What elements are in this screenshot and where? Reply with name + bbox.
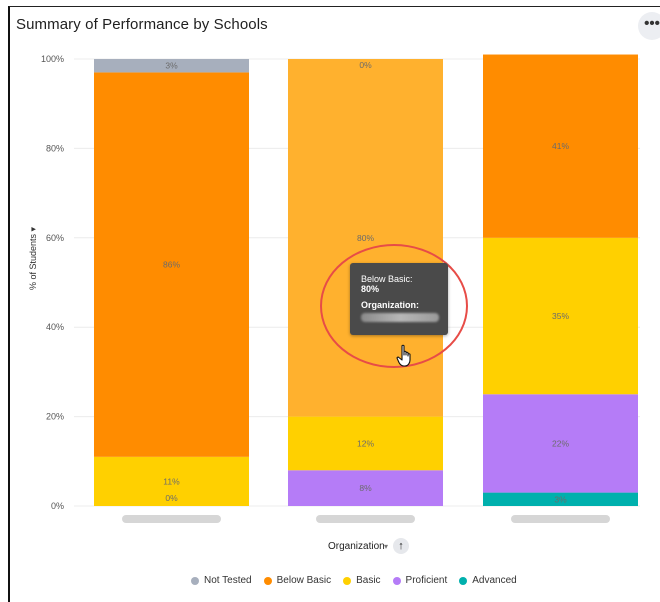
data-label: 0% [165, 493, 178, 503]
legend-dot-icon [459, 576, 468, 585]
y-tick-label: 0% [51, 501, 64, 511]
y-tick-label: 20% [46, 412, 64, 422]
y-tick-label: 60% [46, 233, 64, 243]
tooltip-value: 80% [361, 284, 380, 294]
legend-item[interactable]: Proficient [392, 575, 448, 586]
chart-title: Summary of Performance by Schools [16, 16, 268, 33]
hand-pointer-icon [396, 344, 411, 367]
legend-label: Not Tested [204, 575, 252, 586]
highlight-circle [320, 244, 468, 368]
legend-label: Basic [356, 575, 381, 586]
x-category-label-redacted [122, 515, 221, 523]
tooltip-org-value-redacted [361, 313, 439, 322]
y-axis-caret-icon: ▾ [28, 226, 38, 232]
legend-item[interactable]: Below Basic [263, 575, 332, 586]
more-options-button[interactable]: ••• [638, 12, 660, 40]
data-label: 41% [552, 141, 569, 151]
legend: Not Tested Below Basic Basic Proficient Adva… [191, 575, 517, 586]
bar-segment [288, 416, 443, 471]
data-label: 80% [357, 233, 374, 243]
bar-segment [94, 72, 249, 457]
legend-label: Proficient [405, 575, 448, 586]
x-axis-title[interactable]: Organization [328, 541, 385, 552]
data-label: 3% [165, 61, 178, 71]
y-tick-label: 40% [46, 322, 64, 332]
legend-label: Advanced [472, 575, 517, 586]
bar-segment [483, 54, 638, 238]
legend-dot-icon [343, 576, 352, 585]
bar-segment [483, 237, 638, 395]
x-category-label-redacted [316, 515, 415, 523]
legend-item[interactable]: Advanced [459, 575, 517, 586]
data-label: 22% [552, 438, 569, 448]
bar-segment [288, 470, 443, 506]
data-label: 3% [554, 494, 567, 504]
legend-item[interactable]: Basic [343, 575, 381, 586]
legend-label: Below Basic [276, 575, 332, 586]
data-label: 0% [359, 60, 372, 70]
data-labels: 0% 11% 86% 3% 8% 12% 80% 0% 3% 22% 35% 41% [163, 60, 569, 504]
tooltip-org-label: Organization: [361, 300, 419, 310]
sort-button[interactable]: ↑ [393, 538, 409, 554]
data-label: 35% [552, 311, 569, 321]
y-axis-title[interactable]: % of Students ▾ [28, 226, 38, 290]
x-category-labels [122, 515, 610, 523]
tooltip: Below Basic: 80% Organization: [350, 263, 448, 335]
data-label: 11% [163, 476, 180, 486]
y-tick-labels: 0% 20% 40% 60% 80% 100% [41, 54, 64, 511]
x-axis-caret-icon[interactable]: ▾ [384, 542, 389, 551]
legend-dot-icon [392, 576, 401, 585]
legend-dot-icon [263, 576, 272, 585]
x-category-label-redacted [511, 515, 610, 523]
legend-item[interactable]: Not Tested [191, 575, 252, 586]
bar-segment [483, 492, 638, 506]
y-tick-label: 100% [41, 54, 64, 64]
bar-segment [94, 59, 249, 73]
legend-dot-icon [191, 576, 199, 585]
bar-segment [94, 456, 249, 506]
data-label: 12% [357, 438, 374, 448]
tooltip-series-label: Below Basic: [361, 274, 413, 284]
data-label: 8% [359, 483, 372, 493]
data-label: 86% [163, 260, 180, 270]
y-tick-label: 80% [46, 143, 64, 153]
bar-segment [483, 394, 638, 493]
